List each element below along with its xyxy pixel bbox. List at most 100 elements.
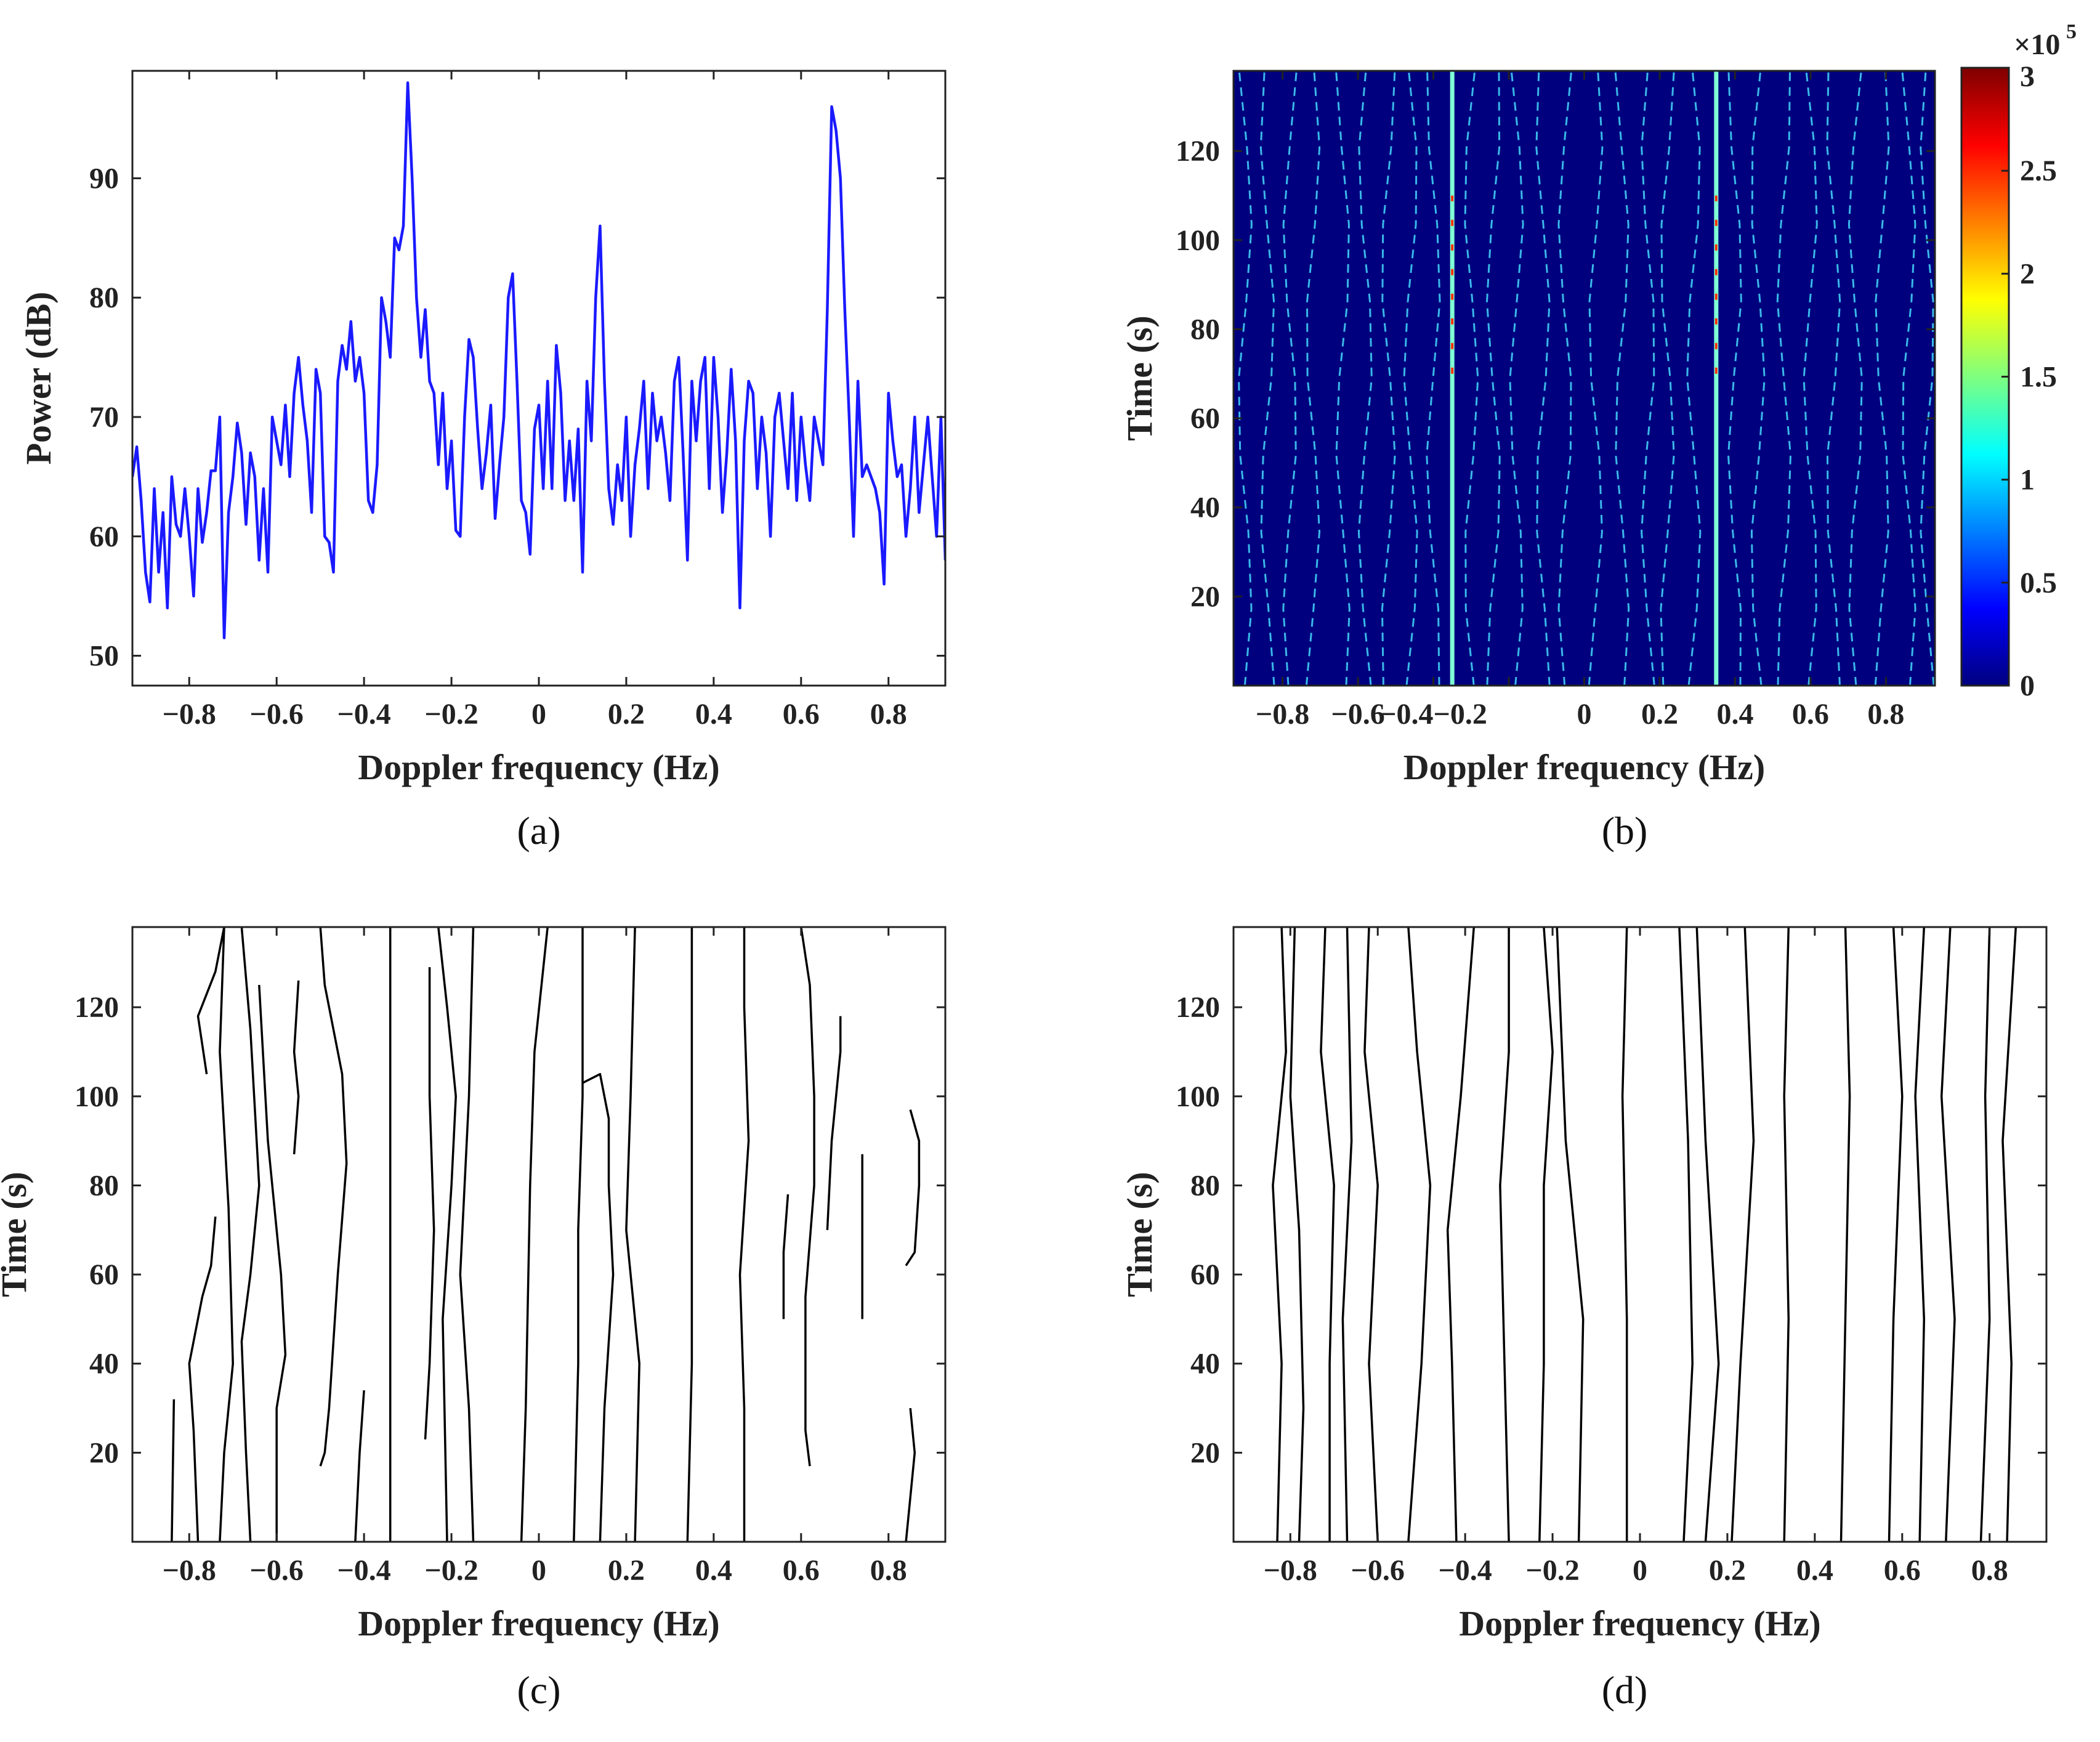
colorbar-scale-exponent: 5 xyxy=(2066,20,2077,43)
a-ytick-label: 90 xyxy=(89,162,119,195)
track-line xyxy=(1272,927,1287,1542)
c-y-axis-label: Time (s) xyxy=(0,1172,34,1297)
panel-d: −0.8 −0.6 −0.4 −0.2 0 0.2 0.4 0.6 0.8 20 40 60 80 100… xyxy=(1120,926,2048,1712)
c-xtick-label: −0.2 xyxy=(424,1554,478,1587)
b-ytick-label: 20 xyxy=(1190,580,1220,613)
b-x-axis-label: Doppler frequency (Hz) xyxy=(1403,747,1765,787)
track-line xyxy=(354,1390,365,1542)
d-xtick-label: 0.6 xyxy=(1884,1554,1921,1587)
b-xtick-label: 0.4 xyxy=(1716,698,1753,731)
track-line xyxy=(1730,927,1755,1542)
track-line xyxy=(1446,927,1476,1542)
a-panel-caption: (a) xyxy=(517,809,560,853)
track-line xyxy=(1888,927,1904,1542)
b-xtick-label: −0.4−0.2 xyxy=(1379,698,1487,731)
d-xtick-label: −0.6 xyxy=(1351,1554,1405,1587)
b-xtick-label: −0.8 xyxy=(1256,698,1309,731)
c-ytick-label: 20 xyxy=(89,1436,119,1469)
track-line xyxy=(826,1016,842,1230)
colorbar-tick-label: 1 xyxy=(2020,464,2035,496)
track-line xyxy=(1499,927,1510,1542)
a-ytick-label: 60 xyxy=(89,521,119,553)
b-ytick-label: 80 xyxy=(1190,313,1220,346)
c-xtick-label: 0.6 xyxy=(783,1554,820,1587)
a-xtick-label: 0.8 xyxy=(870,698,907,731)
d-ytick-label: 60 xyxy=(1190,1258,1220,1291)
a-ytick-label: 50 xyxy=(89,640,119,673)
track-line xyxy=(319,927,348,1467)
b-ytick-label: 40 xyxy=(1190,492,1220,524)
track-line xyxy=(738,927,750,1542)
track-line xyxy=(1363,927,1379,1542)
a-ytick-label: 80 xyxy=(89,282,119,314)
track-line xyxy=(188,1216,217,1542)
track-line xyxy=(905,1408,916,1542)
track-line xyxy=(1556,927,1585,1542)
track-line xyxy=(240,927,260,1542)
track-line xyxy=(1538,927,1554,1542)
track-line xyxy=(573,927,584,1542)
c-ytick-label: 40 xyxy=(89,1348,119,1380)
track-line xyxy=(1678,927,1694,1542)
track-line xyxy=(1407,927,1432,1542)
d-xtick-label: 0.8 xyxy=(1971,1554,2008,1587)
b-y-axis-label: Time (s) xyxy=(1120,315,1160,441)
c-xtick-label: −0.4 xyxy=(337,1554,390,1587)
track-line xyxy=(1289,927,1305,1542)
track-line xyxy=(625,927,640,1542)
c-ytick-label: 60 xyxy=(89,1258,119,1291)
track-line xyxy=(905,1109,921,1266)
track-line xyxy=(437,927,457,1542)
a-xtick-label: −0.2 xyxy=(424,698,478,731)
d-xtick-label: −0.8 xyxy=(1264,1554,1317,1587)
c-xtick-label: −0.6 xyxy=(250,1554,304,1587)
track-line xyxy=(196,927,225,1074)
a-xtick-label: −0.8 xyxy=(163,698,216,731)
track-line xyxy=(258,984,287,1542)
track-line xyxy=(171,1399,176,1542)
d-ytick-label: 40 xyxy=(1190,1348,1220,1380)
d-x-axis-label: Doppler frequency (Hz) xyxy=(1459,1603,1820,1643)
track-line xyxy=(293,980,300,1154)
track-line xyxy=(1320,927,1335,1542)
c-panel-caption: (c) xyxy=(517,1668,560,1712)
colorbar-tick-label: 2 xyxy=(2020,257,2035,290)
d-axes-frame xyxy=(1232,926,2048,1543)
b-xtick-label: 0.2 xyxy=(1641,698,1678,731)
track-line xyxy=(782,1194,790,1319)
d-xtick-label: 0 xyxy=(1633,1554,1647,1587)
c-xtick-label: 0 xyxy=(531,1554,546,1587)
colorbar-tick-label: 0 xyxy=(2020,670,2035,702)
a-y-axis-label: Power (dB) xyxy=(18,292,59,465)
track-line xyxy=(459,927,475,1542)
track-line xyxy=(1914,927,1926,1542)
track-line xyxy=(1940,927,1956,1542)
track-line xyxy=(424,967,435,1440)
colorbar-tick-label: 0.5 xyxy=(2020,567,2057,599)
track-line xyxy=(1840,927,1851,1542)
track-line xyxy=(582,1072,615,1542)
a-xtick-label: 0.6 xyxy=(783,698,820,731)
track-line xyxy=(800,927,815,1467)
track-line xyxy=(219,927,234,1542)
track-line xyxy=(1621,927,1628,1542)
colorbar-tick-label: 1.5 xyxy=(2020,361,2057,394)
d-ytick-label: 80 xyxy=(1190,1169,1220,1202)
panel-b: 0 0.5 1 1.5 2 2.5 3×10 5 −0.8 −0.6−0.4−0.2 0 0.2 0.4… xyxy=(1120,20,2077,853)
a-x-axis-label: Doppler frequency (Hz) xyxy=(358,747,719,787)
b-xtick-label: 0.8 xyxy=(1867,698,1904,731)
d-ytick-label: 20 xyxy=(1190,1436,1220,1469)
c-ytick-label: 80 xyxy=(89,1169,119,1202)
d-xtick-label: 0.2 xyxy=(1709,1554,1746,1587)
b-xtick-label: 0.6 xyxy=(1792,698,1829,731)
c-ytick-label: 100 xyxy=(75,1080,119,1113)
d-xtick-label: 0.4 xyxy=(1796,1554,1833,1587)
colorbar-tick-label: 3 xyxy=(2020,60,2035,93)
a-xtick-label: 0.4 xyxy=(695,698,732,731)
c-xtick-label: 0.8 xyxy=(870,1554,907,1587)
c-xtick-label: 0.4 xyxy=(695,1554,732,1587)
panel-c: −0.8 −0.6 −0.4 −0.2 0 0.2 0.4 0.6 0.8 20 40 60 80 100… xyxy=(0,926,947,1712)
b-xtick-label: −0.6 xyxy=(1331,698,1384,731)
colorbar-scale-label: ×10 xyxy=(2014,28,2060,61)
